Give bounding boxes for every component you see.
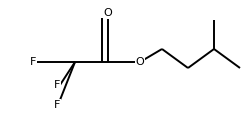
Text: O: O <box>103 8 112 18</box>
Text: O: O <box>135 57 144 67</box>
Text: F: F <box>29 57 36 67</box>
Text: F: F <box>53 100 60 110</box>
Text: F: F <box>53 80 60 90</box>
